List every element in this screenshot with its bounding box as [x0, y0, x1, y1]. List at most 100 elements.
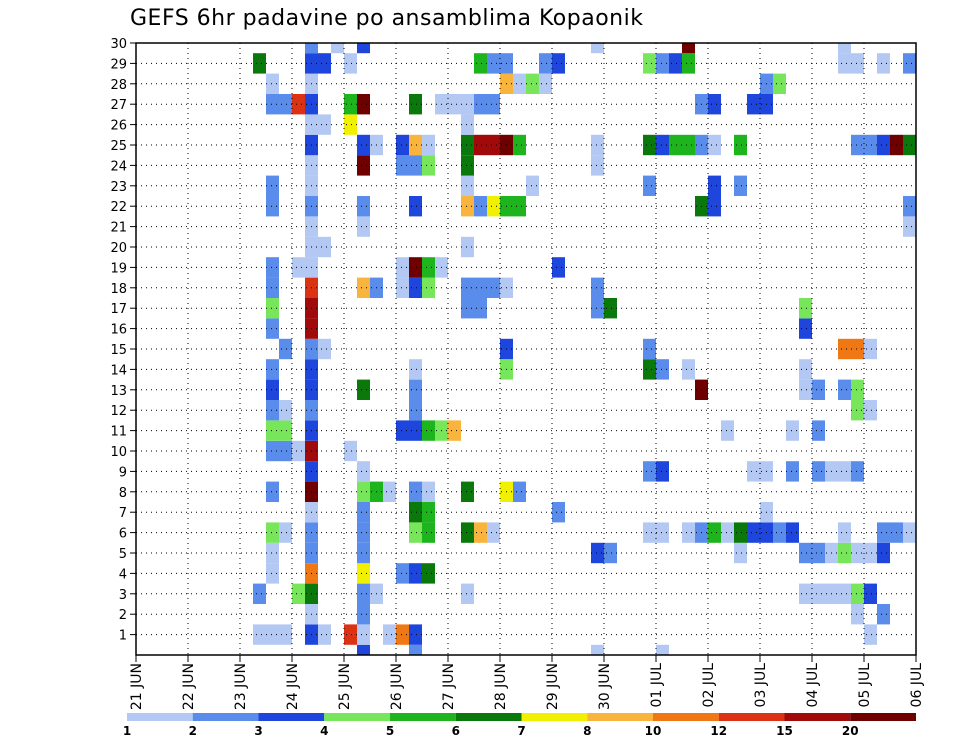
legend-label: 15 [776, 724, 793, 738]
legend-swatch [324, 713, 390, 721]
heatmap-cell [422, 257, 435, 278]
heatmap-cell [851, 53, 864, 74]
heatmap-cell [838, 542, 851, 564]
heatmap-cell [357, 196, 370, 217]
heatmap-cell [344, 114, 357, 135]
heatmap-cell [604, 542, 617, 564]
heatmap-cell [799, 379, 812, 400]
heatmap-cell [708, 94, 721, 115]
legend-label: 10 [645, 724, 662, 738]
legend-label: 6 [452, 724, 460, 738]
heatmap-cell [266, 379, 279, 400]
y-tick-label: 26 [110, 119, 127, 134]
heatmap-cell [461, 175, 474, 196]
heatmap-cell [643, 338, 656, 360]
heatmap-cell [812, 583, 825, 604]
heatmap-cell [851, 134, 864, 156]
legend-swatch [258, 713, 325, 721]
legend-swatch [192, 713, 259, 721]
heatmap-cell [279, 338, 292, 360]
chart-title: GEFS 6hr padavine po ansamblima Kopaonik [130, 6, 644, 31]
heatmap-cell [409, 502, 422, 523]
heatmap-cell [682, 522, 695, 543]
heatmap-cell [643, 134, 656, 156]
heatmap-cell [591, 155, 604, 176]
heatmap-cell [903, 134, 916, 156]
y-tick-label: 17 [110, 302, 127, 317]
heatmap-cell [734, 542, 747, 564]
legend-label: 1 [123, 724, 131, 738]
heatmap-cell [266, 257, 279, 278]
heatmap-cell [487, 134, 500, 156]
y-tick-label: 19 [110, 261, 127, 276]
heatmap-cell [877, 542, 890, 564]
heatmap-cell [409, 155, 422, 176]
heatmap-cell [474, 277, 487, 298]
heatmap-cell [734, 522, 747, 543]
heatmap-cell [409, 563, 422, 584]
heatmap-cell [357, 216, 370, 237]
heatmap-cell [474, 53, 487, 74]
heatmap-cell [838, 379, 851, 400]
heatmap-cell [266, 440, 279, 462]
legend-swatch [718, 713, 785, 721]
heatmap-cell [292, 583, 305, 604]
heatmap-cell [708, 134, 721, 156]
heatmap-cell [409, 94, 422, 115]
heatmap-cell [851, 461, 864, 482]
heatmap-cell [266, 318, 279, 339]
heatmap-cell [487, 196, 500, 217]
heatmap-cell [539, 73, 552, 94]
heatmap-cell [396, 155, 409, 176]
heatmap-cell [643, 359, 656, 380]
heatmap-cell [357, 134, 370, 156]
heatmap-cell [461, 481, 474, 502]
heatmap-cell [513, 134, 526, 156]
heatmap-cell [461, 236, 474, 258]
heatmap-cell [513, 196, 526, 217]
heatmap-cell [357, 624, 370, 645]
heatmap-cell [357, 461, 370, 482]
legend-swatch [653, 713, 719, 721]
x-tick-label: 21 JUN [129, 663, 145, 710]
legend-label: 4 [320, 724, 328, 738]
heatmap-cell [747, 522, 760, 543]
heatmap-cell [279, 522, 292, 543]
heatmap-cell [539, 53, 552, 74]
heatmap-cell [357, 155, 370, 176]
heatmap-cell [318, 114, 331, 135]
x-tick-label: 03 JUL [753, 663, 769, 708]
y-tick-label: 4 [119, 567, 127, 582]
heatmap-cell [474, 522, 487, 543]
y-tick-label: 6 [119, 527, 127, 542]
heatmap-cell [812, 379, 825, 400]
heatmap-cell [734, 134, 747, 156]
heatmap-cell [682, 134, 695, 156]
heatmap-cell [786, 522, 799, 543]
legend-label: 5 [386, 724, 394, 738]
heatmap-cell [682, 359, 695, 380]
heatmap-cell [409, 257, 422, 278]
heatmap-cell [266, 359, 279, 380]
heatmap-cell [422, 522, 435, 543]
heatmap-cell [812, 420, 825, 441]
heatmap-cell [409, 522, 422, 543]
heatmap-cell [357, 583, 370, 604]
heatmap-cell [279, 624, 292, 645]
heatmap-cell [422, 502, 435, 523]
heatmap-cell [851, 338, 864, 360]
y-tick-label: 24 [110, 159, 127, 174]
x-tick-label: 23 JUN [233, 663, 249, 710]
heatmap-cell [409, 400, 422, 421]
heatmap-cell [357, 43, 370, 54]
legend-swatch [127, 713, 193, 721]
heatmap-cell [734, 175, 747, 196]
heatmap-cell [292, 440, 305, 462]
y-tick-label: 22 [110, 200, 127, 215]
heatmap-cell [461, 298, 474, 319]
heatmap-cell [461, 94, 474, 115]
heatmap-cell [357, 644, 370, 655]
heatmap-cell [409, 277, 422, 298]
x-tick-label: 02 JUL [701, 663, 717, 708]
